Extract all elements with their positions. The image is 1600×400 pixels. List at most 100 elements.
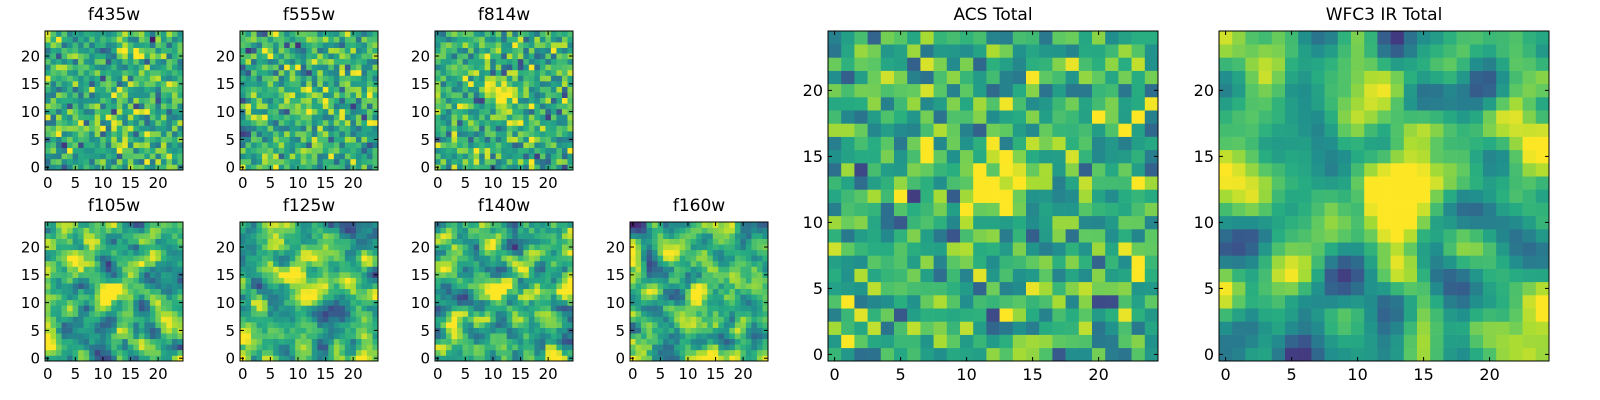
heatmap-cell bbox=[933, 321, 948, 335]
heatmap-cell bbox=[306, 272, 313, 278]
heatmap-cell bbox=[556, 136, 563, 143]
heatmap-cell bbox=[696, 344, 703, 351]
heatmap-cell bbox=[295, 244, 302, 251]
heatmap-cell bbox=[240, 47, 246, 54]
heatmap-cell bbox=[245, 153, 252, 160]
y-tick-label: 15 bbox=[216, 266, 235, 284]
heatmap-cell bbox=[355, 249, 362, 256]
heatmap-cell bbox=[762, 344, 769, 351]
heatmap-cell bbox=[273, 272, 279, 278]
heatmap-cell bbox=[144, 255, 151, 262]
heatmap-cell bbox=[561, 255, 568, 262]
heatmap-cell bbox=[446, 92, 452, 99]
heatmap-cell bbox=[366, 114, 373, 121]
heatmap-cell bbox=[933, 242, 948, 256]
heatmap-cell bbox=[534, 222, 541, 228]
heatmap-cell bbox=[177, 103, 184, 110]
heatmap-cell bbox=[479, 255, 485, 262]
heatmap-cell bbox=[111, 233, 118, 239]
heatmap-cell bbox=[986, 255, 1000, 269]
heatmap-cell bbox=[372, 249, 379, 256]
heatmap-cell bbox=[278, 355, 285, 362]
heatmap-cell bbox=[256, 233, 263, 239]
heatmap-cell bbox=[127, 64, 134, 71]
heatmap-cell bbox=[1105, 229, 1119, 243]
heatmap-cell bbox=[440, 266, 447, 273]
heatmap-cell bbox=[149, 266, 156, 273]
heatmap-cell bbox=[729, 305, 736, 312]
heatmap-cell bbox=[67, 327, 73, 334]
heatmap-cell bbox=[545, 64, 552, 71]
heatmap-cell bbox=[355, 64, 362, 71]
heatmap-cell bbox=[83, 58, 90, 65]
heatmap-cell bbox=[457, 310, 463, 317]
heatmap-cell bbox=[278, 266, 285, 273]
heatmap-cell bbox=[355, 305, 362, 312]
panel-title: f555w bbox=[282, 5, 336, 25]
heatmap-cell bbox=[512, 272, 519, 278]
heatmap-cell bbox=[490, 333, 497, 340]
heatmap-cell bbox=[262, 344, 268, 351]
heatmap-cell bbox=[440, 119, 447, 126]
heatmap-cell bbox=[685, 349, 692, 356]
heatmap-cell bbox=[133, 283, 140, 290]
heatmap-cell bbox=[641, 344, 647, 351]
heatmap-cell bbox=[457, 64, 463, 71]
heatmap-cell bbox=[94, 31, 101, 37]
heatmap-cell bbox=[567, 153, 574, 160]
heatmap-cell bbox=[745, 316, 752, 323]
heatmap-cell bbox=[473, 355, 480, 362]
heatmap-cell bbox=[435, 288, 441, 295]
heatmap-cell bbox=[729, 322, 736, 328]
heatmap-cell bbox=[473, 75, 480, 82]
heatmap-cell bbox=[550, 233, 557, 239]
heatmap-cell bbox=[344, 64, 351, 71]
heatmap-cell bbox=[723, 355, 730, 362]
heatmap-cell bbox=[539, 164, 546, 171]
heatmap-cell bbox=[160, 131, 167, 137]
heatmap-cell bbox=[67, 125, 73, 132]
heatmap-cell bbox=[630, 338, 636, 345]
heatmap-cell bbox=[361, 142, 368, 149]
heatmap-cell bbox=[149, 249, 156, 256]
heatmap-cell bbox=[284, 125, 290, 132]
heatmap-cell bbox=[138, 299, 145, 306]
heatmap-cell bbox=[278, 333, 285, 340]
heatmap-cell bbox=[933, 255, 948, 269]
heatmap-cell bbox=[144, 344, 151, 351]
heatmap-cell bbox=[484, 316, 491, 323]
heatmap-cell bbox=[344, 31, 351, 37]
heatmap-cell bbox=[986, 308, 1000, 322]
heatmap-cell bbox=[273, 283, 279, 290]
heatmap-cell bbox=[534, 31, 541, 37]
heatmap-cell bbox=[646, 233, 653, 239]
heatmap-cell bbox=[479, 244, 485, 251]
heatmap-cell bbox=[366, 322, 373, 328]
heatmap-cell bbox=[756, 294, 763, 301]
heatmap-cell bbox=[251, 327, 257, 334]
heatmap-cell bbox=[457, 142, 463, 149]
heatmap-cell bbox=[907, 215, 921, 230]
heatmap-cell bbox=[256, 338, 263, 345]
heatmap-cell bbox=[333, 36, 340, 43]
heatmap-cell bbox=[317, 164, 324, 171]
heatmap-cell bbox=[278, 299, 285, 306]
heatmap-cell bbox=[61, 349, 68, 356]
heatmap-cell bbox=[83, 266, 90, 273]
heatmap-cell bbox=[289, 86, 296, 93]
heatmap-cell bbox=[457, 338, 463, 345]
x-tick-label: 0 bbox=[433, 365, 443, 383]
heatmap-cell bbox=[635, 344, 642, 351]
heatmap-cell bbox=[339, 249, 346, 256]
heatmap-cell bbox=[289, 64, 296, 71]
x-tick-label: 5 bbox=[461, 174, 471, 192]
heatmap-cell bbox=[920, 281, 934, 296]
x-tick-label: 0 bbox=[43, 365, 53, 383]
heatmap-cell bbox=[723, 344, 730, 351]
heatmap-cell bbox=[523, 255, 530, 262]
heatmap-cell bbox=[751, 272, 758, 278]
heatmap-cell bbox=[251, 47, 257, 54]
heatmap-cell bbox=[138, 114, 145, 121]
heatmap-cell bbox=[679, 222, 686, 228]
heatmap-cell bbox=[94, 58, 101, 65]
